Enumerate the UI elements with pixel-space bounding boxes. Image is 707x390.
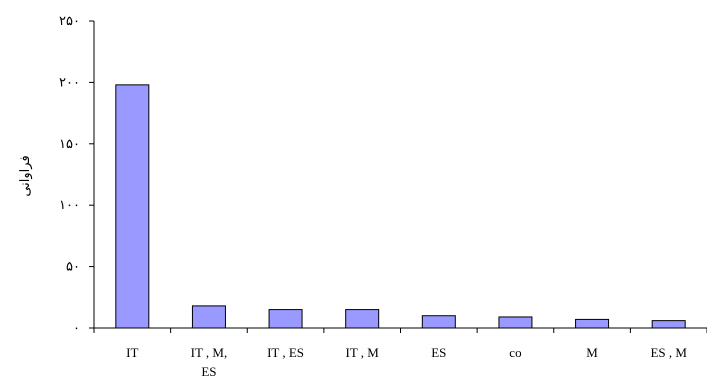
y-tick-label: ۵۰ [66,259,80,274]
labels: ۰ ۵۰ ۱۰۰ ۱۵۰ ۲۰۰ ۲۵۰ IT IT , M, ES IT , ES IT , M E… [59,13,687,379]
y-tick-label: ۲۰۰ [59,74,80,89]
x-category-label: ES [431,345,446,360]
x-category-label: M [586,345,598,360]
bar [421,315,456,329]
bar [651,320,686,329]
y-axis-title-group: فراوانی [17,155,33,196]
axes [89,20,707,333]
x-category-label: ES , M [650,345,687,360]
x-category-label: IT , M, [191,345,228,360]
y-tick-label: ۲۵۰ [59,13,80,28]
bars [115,84,686,329]
bar [498,316,533,329]
bar [115,84,150,329]
bar [345,309,380,329]
x-category-label: co [509,345,521,360]
bar [575,318,610,329]
y-tick-label: ۱۵۰ [59,136,80,151]
x-category-label: IT [126,345,138,360]
y-axis-title: فراوانی [17,155,33,196]
x-category-label: IT , ES [267,345,304,360]
y-tick-label: ۱۰۰ [59,197,80,212]
x-category-label: ES [201,364,216,379]
bar [268,309,303,329]
y-tick-label: ۰ [73,320,80,335]
x-category-label: IT , M [346,345,380,360]
bar [191,305,226,329]
